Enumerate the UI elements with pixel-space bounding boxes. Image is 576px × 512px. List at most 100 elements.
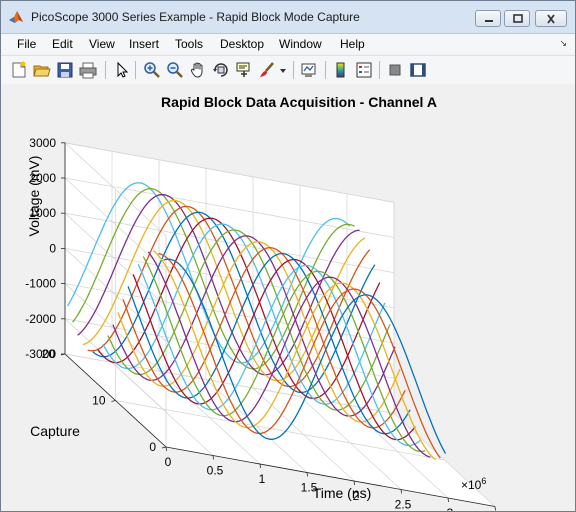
new-figure-icon[interactable] xyxy=(10,61,28,79)
x-exponent-power: 6 xyxy=(481,476,486,486)
capture-waveform-4 xyxy=(147,251,431,458)
maximize-icon xyxy=(513,14,523,23)
pointer-icon[interactable] xyxy=(113,61,131,79)
menu-dock-arrow-icon[interactable]: ↘ xyxy=(559,38,567,48)
z-tick-label: 1000 xyxy=(29,206,56,220)
pan-icon[interactable] xyxy=(189,61,207,79)
x-tick-label: 0.5 xyxy=(207,464,224,478)
capture-waveform-15 xyxy=(92,211,376,394)
capture-waveform-8 xyxy=(127,252,411,435)
z-tick-label: 2000 xyxy=(29,171,56,185)
y-tick-label: 20 xyxy=(42,347,56,361)
z-tick-label: -1000 xyxy=(25,277,56,291)
z-tick-label: -2000 xyxy=(25,312,56,326)
zoom-in-icon[interactable] xyxy=(143,61,161,79)
capture-waveform-20 xyxy=(66,182,350,364)
legend-icon[interactable] xyxy=(355,61,373,79)
x-tick-mark xyxy=(306,472,308,477)
capture-waveform-7 xyxy=(132,258,416,441)
colorbar-icon[interactable] xyxy=(332,61,350,79)
minimize-button[interactable] xyxy=(475,10,501,27)
toolbar-separator xyxy=(325,61,326,79)
menu-tools[interactable]: Tools xyxy=(175,37,204,51)
floor-gridline-y xyxy=(115,400,445,461)
x-axis-exponent: ×106 xyxy=(461,476,486,492)
data-cursor-icon[interactable] xyxy=(235,61,253,79)
x-tick-label: 1.5 xyxy=(301,481,318,495)
side-gridline-z xyxy=(64,318,167,413)
menu-file[interactable]: File xyxy=(17,37,37,51)
menu-insert[interactable]: Insert xyxy=(129,37,160,51)
axis-tick-labels: 00.511.522.533.501020-3000-2000-10000100… xyxy=(25,136,454,512)
y-tick-mark xyxy=(161,446,167,449)
x-tick-mark xyxy=(447,497,449,503)
hide-plot-tools-icon[interactable] xyxy=(386,61,404,79)
y-tick-mark xyxy=(111,400,116,402)
capture-waveform-2 xyxy=(158,252,441,459)
capture-waveform-16 xyxy=(87,205,371,388)
figure-toolbar xyxy=(1,55,575,85)
maximize-button[interactable] xyxy=(504,10,530,27)
y-axis-label: Capture xyxy=(30,423,80,439)
menu-help[interactable]: Help xyxy=(340,37,365,51)
waveform-series xyxy=(66,182,447,461)
close-icon xyxy=(547,14,555,24)
x-tick-label: 0 xyxy=(165,455,172,469)
x-tick-label: 1 xyxy=(259,472,266,486)
title-bar[interactable]: PicoScope 3000 Series Example - Rapid Bl… xyxy=(1,1,575,34)
capture-waveform-10 xyxy=(117,241,401,423)
x-tick-label: 3 xyxy=(447,506,454,511)
brush-icon[interactable] xyxy=(258,61,276,79)
x-tick-mark xyxy=(353,480,355,486)
side-gridline-z xyxy=(64,248,167,342)
x-tick-mark xyxy=(212,455,214,460)
side-gridline-z xyxy=(64,142,167,237)
x-tick-mark xyxy=(494,506,496,511)
open-icon[interactable] xyxy=(33,61,51,79)
brush-dropdown-icon[interactable] xyxy=(279,61,287,79)
menu-edit[interactable]: Edit xyxy=(52,37,73,51)
toolbar-separator xyxy=(105,61,106,79)
toolbar-separator xyxy=(293,61,294,79)
menu-bar: File Edit View Insert Tools Desktop Wind… xyxy=(1,34,575,54)
minimize-icon xyxy=(485,20,493,22)
capture-waveform-3 xyxy=(152,250,436,461)
capture-waveform-5 xyxy=(142,256,426,453)
capture-waveform-9 xyxy=(122,247,406,429)
show-plot-tools-icon[interactable] xyxy=(409,61,427,79)
y-tick-label: 0 xyxy=(149,440,156,454)
matlab-logo-icon xyxy=(8,9,24,25)
print-icon[interactable] xyxy=(79,61,97,79)
y-tick-label: 10 xyxy=(92,394,106,408)
x-axis-label: Time (ns) xyxy=(313,485,372,501)
menu-view[interactable]: View xyxy=(89,37,115,51)
capture-waveform-11 xyxy=(112,235,396,417)
z-axis-label: Voltage (mV) xyxy=(26,156,42,237)
x-tick-label: 2 xyxy=(353,489,360,503)
capture-waveform-1 xyxy=(163,258,447,454)
menu-desktop[interactable]: Desktop xyxy=(220,37,265,51)
x-exponent-base: ×10 xyxy=(461,478,482,492)
figure-area: 00.511.522.533.501020-3000-2000-10000100… xyxy=(1,84,575,511)
toolbar-separator xyxy=(135,61,136,79)
link-plot-icon[interactable] xyxy=(300,61,318,79)
zoom-out-icon[interactable] xyxy=(166,61,184,79)
box-edge-top xyxy=(64,142,395,203)
x-tick-label: 2.5 xyxy=(395,498,412,512)
z-tick-label: 3000 xyxy=(29,136,56,150)
plot-title: Rapid Block Data Acquisition - Channel A xyxy=(161,94,437,110)
rapid-block-3d-plot[interactable]: 00.511.522.533.501020-3000-2000-10000100… xyxy=(1,84,575,511)
x-tick-mark xyxy=(165,446,167,452)
toolbar-separator xyxy=(379,61,380,79)
save-icon[interactable] xyxy=(56,61,74,79)
z-tick-label: -3000 xyxy=(25,347,56,361)
close-button[interactable] xyxy=(535,10,567,27)
window-title: PicoScope 3000 Series Example - Rapid Bl… xyxy=(31,10,360,24)
z-tick-label: 0 xyxy=(49,241,56,255)
menu-window[interactable]: Window xyxy=(279,37,322,51)
capture-waveform-13 xyxy=(102,223,386,405)
capture-waveform-18 xyxy=(77,193,360,376)
rotate-3d-icon[interactable] xyxy=(212,61,230,79)
x-axis-line xyxy=(165,446,496,507)
capture-waveform-6 xyxy=(137,263,421,447)
